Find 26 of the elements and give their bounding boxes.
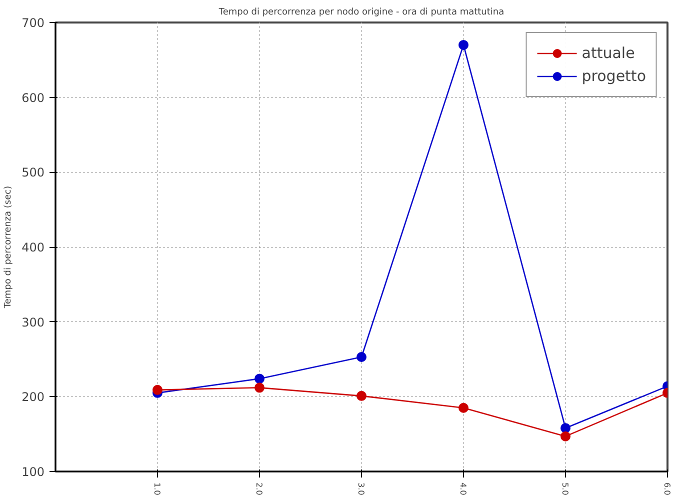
y-tick-label: 300 <box>22 315 44 330</box>
point <box>356 390 366 401</box>
y-tick-label: 100 <box>22 465 44 479</box>
legend-label: attuale <box>582 44 635 62</box>
legend-label: progetto <box>582 67 646 85</box>
x-tick-label: 4.0 <box>458 482 468 496</box>
y-tick-label: 700 <box>22 16 44 30</box>
point <box>254 382 264 393</box>
point <box>356 352 366 362</box>
point <box>152 384 162 395</box>
x-tick-label: 6.0 <box>662 482 672 496</box>
y-tick-label: 500 <box>22 166 44 180</box>
y-axis-title: Tempo di percorrenza (sec) <box>4 186 14 310</box>
point <box>560 423 570 434</box>
chart-title: Tempo di percorrenza per nodo origine - ora di punta mattutina <box>218 8 504 18</box>
point <box>458 40 468 50</box>
x-tick-label: 5.0 <box>560 482 570 496</box>
y-tick-label: 400 <box>22 240 44 254</box>
y-tick-label: 200 <box>22 390 44 404</box>
point <box>254 374 264 384</box>
x-tick-label: 2.0 <box>254 482 264 496</box>
x-tick-label: 1.0 <box>152 482 162 496</box>
point <box>458 402 468 413</box>
x-tick-label: 3.0 <box>356 482 366 496</box>
point <box>560 431 570 442</box>
y-tick-label: 600 <box>22 90 44 105</box>
